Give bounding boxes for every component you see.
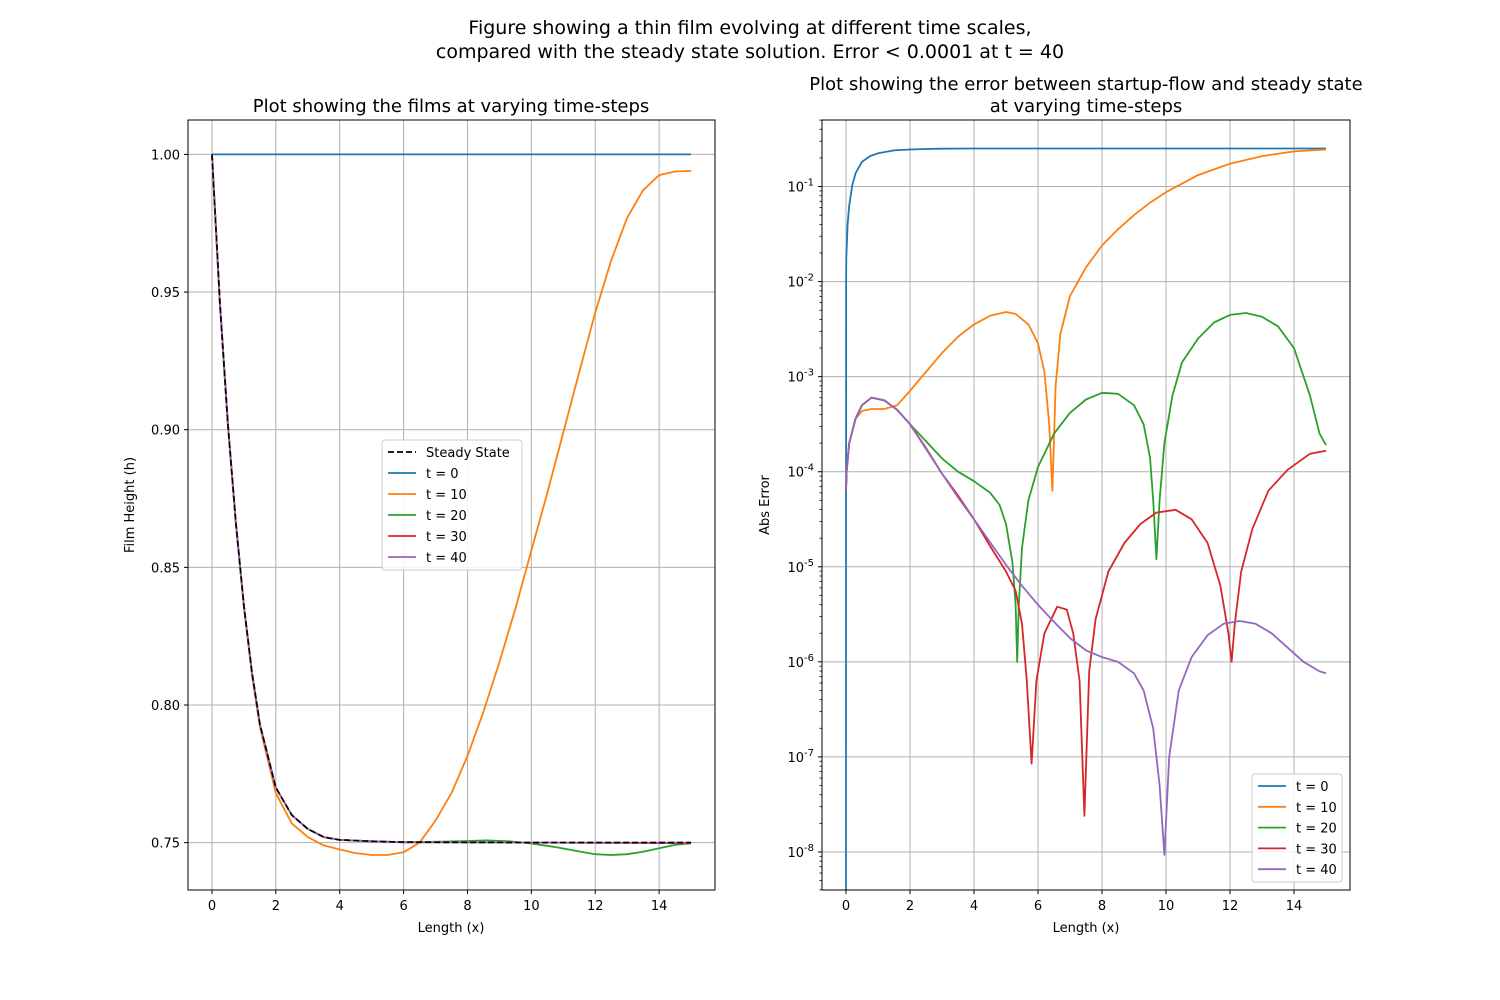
- left-legend-label: Steady State: [426, 446, 510, 461]
- left-xtick-label: 2: [272, 899, 280, 914]
- right-ytick-label: 10-5: [787, 558, 814, 576]
- left-legend-box: [381, 439, 523, 571]
- left-xtick-label: 0: [208, 899, 216, 914]
- left-xtick-label: 14: [651, 899, 668, 914]
- right-legend-label: t = 0: [1296, 780, 1329, 795]
- right-ytick-label: 10-7: [787, 748, 814, 766]
- left-xtick-label: 12: [587, 899, 604, 914]
- left-ytick-label: 0.75: [151, 837, 180, 852]
- right-ytick-exponent: -3: [804, 368, 814, 379]
- right-chart-frame: [821, 119, 1351, 891]
- right-chart-ticks: 0 2 4 6 8 10 12 1410-810-710-610-510-410-310-21…: [787, 119, 1303, 914]
- left-ytick-label: 1.00: [151, 148, 180, 163]
- right-xtick-label: 4: [970, 899, 978, 914]
- left-legend-label: t = 30: [426, 530, 467, 545]
- left-ytick-label: 0.95: [151, 286, 180, 301]
- figure-suptitle: Figure showing a thin film evolving at d…: [0, 16, 1500, 64]
- right-chart-series: [845, 147, 1327, 891]
- left-ytick-label: 0.85: [151, 561, 180, 576]
- right-legend-label: t = 30: [1296, 842, 1337, 857]
- right-series-line: [845, 396, 1327, 817]
- right-ytick-exponent: -5: [804, 558, 814, 569]
- right-chart-title-line-2: at varying time-steps: [990, 96, 1183, 117]
- left-legend-label: t = 20: [426, 509, 467, 524]
- left-xtick-label: 10: [523, 899, 540, 914]
- right-chart-title-line-1: Plot showing the error between startup-f…: [809, 74, 1362, 95]
- right-ytick-exponent: -8: [804, 843, 814, 854]
- right-legend-label: t = 20: [1296, 822, 1337, 837]
- right-xtick-label: 6: [1034, 899, 1042, 914]
- right-series-line: [845, 312, 1327, 663]
- right-xtick-label: 8: [1098, 899, 1106, 914]
- right-ytick-exponent: -7: [804, 748, 814, 759]
- right-chart-grid: [822, 120, 1350, 890]
- right-ytick-base: 10: [787, 466, 804, 481]
- right-ytick-exponent: -2: [804, 273, 814, 284]
- right-legend-label: t = 40: [1296, 863, 1337, 878]
- left-chart-ticks: 0 2 4 6 8 10 12 14 0.75 0.80 0.85 0.90 0.95 1.00: [151, 148, 667, 914]
- right-ytick-base: 10: [787, 561, 804, 576]
- right-xtick-label: 10: [1158, 899, 1175, 914]
- right-chart: Plot showing the error between startup-f…: [758, 74, 1363, 936]
- left-legend-label: t = 40: [426, 551, 467, 566]
- right-series-line: [845, 148, 1327, 492]
- right-ytick-label: 10-3: [787, 368, 814, 386]
- right-ytick-exponent: -1: [804, 178, 814, 189]
- right-ytick-label: 10-8: [787, 843, 814, 861]
- left-chart-frame: [187, 119, 716, 891]
- suptitle-line-2: compared with the steady state solution.…: [435, 41, 1065, 63]
- right-ytick-base: 10: [787, 846, 804, 861]
- right-series-line: [845, 396, 1327, 856]
- left-chart: Plot showing the films at varying time-s…: [123, 96, 716, 936]
- suptitle-line-1: Figure showing a thin film evolving at d…: [468, 17, 1032, 39]
- left-xtick-label: 6: [399, 899, 407, 914]
- right-xtick-label: 2: [906, 899, 914, 914]
- left-xtick-label: 8: [463, 899, 471, 914]
- left-chart-title: Plot showing the films at varying time-s…: [253, 96, 650, 117]
- right-ytick-exponent: -6: [804, 653, 814, 664]
- right-xtick-label: 0: [842, 899, 850, 914]
- right-ytick-exponent: -4: [804, 463, 814, 474]
- left-legend-label: t = 10: [426, 488, 467, 503]
- right-ytick-base: 10: [787, 276, 804, 291]
- left-ytick-label: 0.80: [151, 699, 180, 714]
- right-chart-legend: t = 0 t = 10 t = 20 t = 30 t = 40: [1251, 773, 1343, 883]
- right-xtick-label: 12: [1222, 899, 1239, 914]
- right-ytick-label: 10-2: [787, 273, 814, 291]
- right-legend-label: t = 10: [1296, 801, 1337, 816]
- right-ytick-base: 10: [787, 656, 804, 671]
- right-series-line: [845, 147, 1326, 891]
- right-ytick-label: 10-1: [787, 178, 814, 196]
- right-ytick-base: 10: [787, 751, 804, 766]
- right-chart-xlabel: Length (x): [1053, 921, 1120, 936]
- right-chart-ylabel: Abs Error: [758, 474, 773, 534]
- right-ytick-label: 10-4: [787, 463, 814, 481]
- left-legend-label: t = 0: [426, 467, 459, 482]
- left-xtick-label: 4: [336, 899, 344, 914]
- left-chart-series: [211, 153, 692, 856]
- right-ytick-base: 10: [787, 181, 804, 196]
- right-ytick-base: 10: [787, 371, 804, 386]
- right-xtick-label: 14: [1286, 899, 1303, 914]
- right-legend-box: [1251, 773, 1343, 883]
- left-ytick-label: 0.90: [151, 424, 180, 439]
- left-chart-legend: Steady State t = 0 t = 10 t = 20 t = 30 t = 4…: [381, 439, 523, 571]
- right-ytick-label: 10-6: [787, 653, 814, 671]
- left-chart-xlabel: Length (x): [418, 921, 485, 936]
- left-series-line: [211, 154, 691, 844]
- left-chart-ylabel: Film Height (h): [123, 457, 138, 553]
